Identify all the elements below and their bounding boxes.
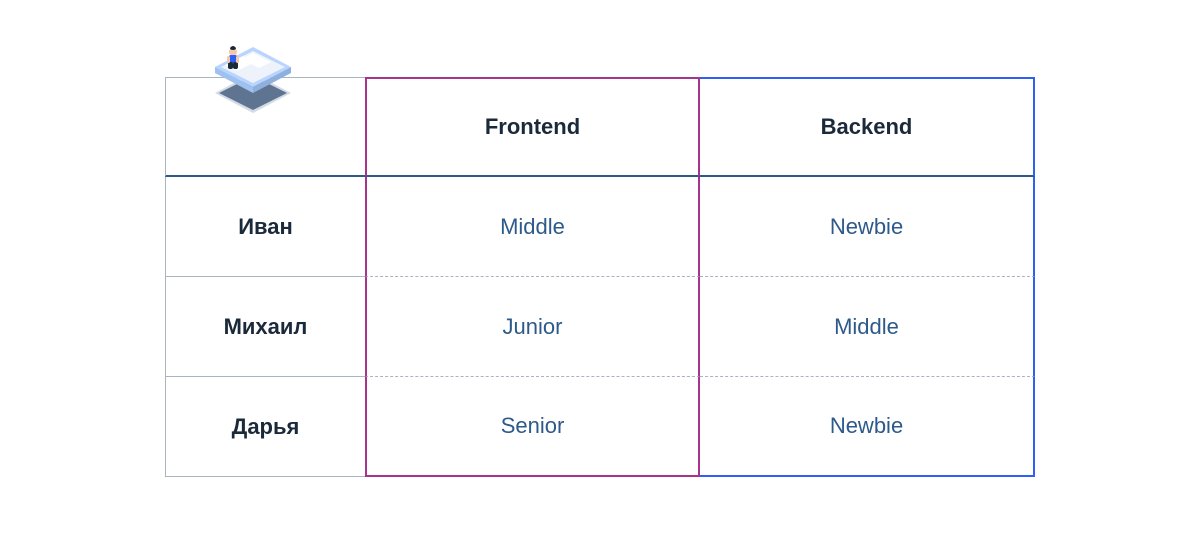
cell-frontend: Senior [365,377,700,477]
table-row: Михаил Junior Middle [165,277,1035,377]
cell-backend: Newbie [700,377,1035,477]
column-header-backend: Backend [700,77,1035,177]
cell-backend: Middle [700,277,1035,377]
table-row: Дарья Senior Newbie [165,377,1035,477]
cell-frontend: Junior [365,277,700,377]
skills-table: Frontend Backend Иван Middle Newbie Миха… [165,77,1035,477]
table-row: Иван Middle Newbie [165,177,1035,277]
column-header-frontend: Frontend [365,77,700,177]
row-name: Дарья [165,377,365,477]
skills-table-container: Frontend Backend Иван Middle Newbie Миха… [165,77,1035,477]
row-name: Иван [165,177,365,277]
person-on-laptop-icon [205,45,305,117]
cell-frontend: Middle [365,177,700,277]
cell-backend: Newbie [700,177,1035,277]
row-name: Михаил [165,277,365,377]
